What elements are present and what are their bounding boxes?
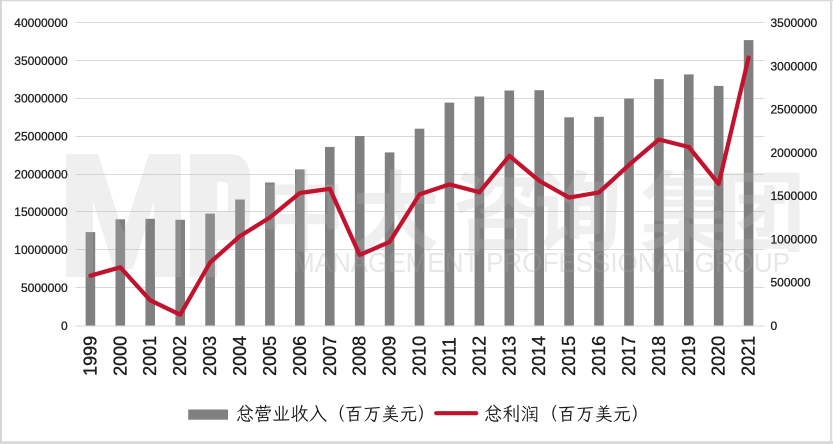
svg-text:2004: 2004 (230, 336, 250, 376)
svg-text:2010: 2010 (410, 336, 430, 376)
svg-text:0: 0 (771, 319, 778, 333)
svg-text:0: 0 (61, 319, 68, 333)
svg-text:2011: 2011 (439, 337, 459, 376)
svg-text:2007: 2007 (320, 336, 340, 376)
svg-text:2000: 2000 (110, 336, 130, 376)
svg-text:2012: 2012 (469, 336, 489, 376)
svg-text:1000000: 1000000 (771, 232, 818, 246)
svg-text:3500000: 3500000 (771, 16, 818, 30)
svg-text:3000000: 3000000 (771, 59, 818, 73)
svg-text:2008: 2008 (350, 336, 370, 376)
svg-text:MANAGEMENT PROFESSIONAL GROUP: MANAGEMENT PROFESSIONAL GROUP (293, 247, 790, 278)
svg-text:2003: 2003 (200, 336, 220, 376)
svg-text:2018: 2018 (649, 336, 669, 376)
svg-text:500000: 500000 (771, 276, 811, 290)
svg-text:2013: 2013 (499, 336, 519, 376)
svg-text:2005: 2005 (260, 336, 280, 376)
svg-text:2021: 2021 (739, 336, 759, 376)
svg-text:2000000: 2000000 (771, 146, 818, 160)
svg-text:2002: 2002 (170, 336, 190, 376)
svg-text:40000000: 40000000 (14, 16, 68, 30)
svg-text:2014: 2014 (529, 336, 549, 376)
svg-text:2001: 2001 (140, 336, 160, 376)
svg-text:15000000: 15000000 (14, 205, 68, 219)
svg-text:2500000: 2500000 (771, 103, 818, 117)
svg-text:2006: 2006 (290, 336, 310, 376)
svg-text:1500000: 1500000 (771, 189, 818, 203)
svg-text:2009: 2009 (380, 336, 400, 376)
svg-text:2020: 2020 (709, 336, 729, 376)
svg-text:20000000: 20000000 (14, 167, 68, 181)
svg-text:2019: 2019 (679, 336, 699, 376)
svg-text:5000000: 5000000 (21, 281, 68, 295)
svg-text:35000000: 35000000 (14, 54, 68, 68)
svg-text:25000000: 25000000 (14, 130, 68, 144)
svg-text:2015: 2015 (559, 336, 579, 376)
svg-text:2017: 2017 (619, 336, 639, 376)
svg-text:1999: 1999 (80, 336, 100, 376)
svg-text:2016: 2016 (589, 336, 609, 376)
svg-text:30000000: 30000000 (14, 92, 68, 106)
svg-text:10000000: 10000000 (14, 243, 68, 257)
